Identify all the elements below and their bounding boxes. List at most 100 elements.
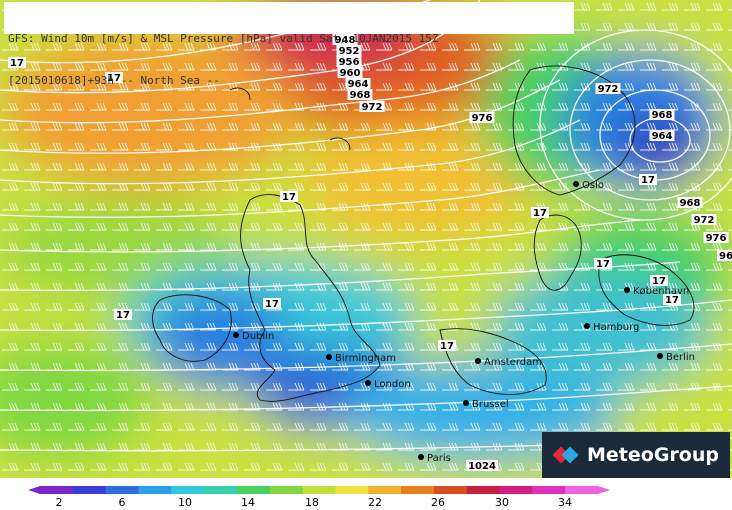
svg-text:952: 952 — [339, 46, 360, 57]
isobar-label: 96 — [717, 250, 732, 262]
legend-color-swatch — [204, 486, 238, 494]
legend-color-swatch — [72, 486, 107, 494]
svg-text:960: 960 — [340, 68, 361, 79]
isobar-label: 956 — [336, 56, 362, 68]
svg-text:Oslo: Oslo — [582, 180, 604, 191]
city-group: Oslo Dublin Birmingham London Amsterdam Bruss… — [233, 180, 695, 464]
legend-color-swatch — [499, 486, 533, 494]
city-marker: Paris — [418, 453, 451, 464]
legend-color-swatch — [368, 486, 402, 494]
isobar-label: 17 — [105, 72, 123, 84]
city-marker: Amsterdam — [475, 357, 542, 368]
isobar-label: 960 — [337, 67, 363, 79]
svg-text:96: 96 — [719, 251, 732, 262]
svg-text:London: London — [374, 379, 411, 390]
isobar-label: 17 — [639, 174, 657, 186]
isobar-label: 968 — [677, 197, 703, 209]
svg-text:976: 976 — [706, 233, 727, 244]
svg-text:17: 17 — [641, 175, 655, 186]
city-marker: København — [624, 286, 689, 297]
legend-tick-label: 14 — [241, 496, 255, 509]
isobar-label: 972 — [359, 101, 385, 113]
svg-text:17: 17 — [533, 208, 547, 219]
legend-color-swatch — [532, 486, 566, 494]
legend-tick-label: 34 — [558, 496, 572, 509]
isobar-label: 17 — [531, 207, 549, 219]
map-title-line1: GFS: Wind 10m [m/s] & MSL Pressure [hPa]… — [8, 32, 439, 45]
svg-text:Birmingham: Birmingham — [335, 353, 396, 364]
isobar-label: 17 — [114, 309, 132, 321]
isobar-label: 972 — [595, 83, 621, 95]
meteogroup-logo: MeteoGroup — [542, 432, 730, 478]
city-marker: Oslo — [573, 180, 604, 191]
city-marker: Birmingham — [326, 353, 396, 364]
legend-color-swatch — [466, 486, 501, 494]
brand-name: MeteoGroup — [587, 444, 719, 466]
legend-arrow-left — [28, 486, 40, 494]
svg-text:956: 956 — [339, 57, 360, 68]
svg-text:17: 17 — [665, 295, 679, 306]
legend-color-swatch — [138, 486, 172, 494]
svg-text:Berlin: Berlin — [666, 352, 695, 363]
svg-text:17: 17 — [116, 310, 130, 321]
isobar-label: 972 — [691, 214, 717, 226]
svg-text:17: 17 — [265, 299, 279, 310]
legend-color-swatch — [236, 486, 271, 494]
isobar-label: 17 — [594, 258, 612, 270]
svg-text:972: 972 — [362, 102, 383, 113]
city-marker: Berlin — [657, 352, 695, 363]
svg-text:968: 968 — [350, 90, 371, 101]
svg-text:Amsterdam: Amsterdam — [484, 357, 542, 368]
isobar-label: 964 — [345, 78, 371, 90]
svg-text:Paris: Paris — [427, 453, 451, 464]
isobar-label: 976 — [703, 232, 729, 244]
isobar-label: 948 — [332, 34, 358, 46]
isobar-label: 17 — [650, 275, 668, 287]
map-title-box: GFS: Wind 10m [m/s] & MSL Pressure [hPa]… — [4, 2, 574, 87]
legend-color-swatch — [433, 486, 468, 494]
legend-tick-label: 10 — [178, 496, 192, 509]
svg-text:17: 17 — [596, 259, 610, 270]
svg-text:972: 972 — [598, 84, 619, 95]
svg-text:17: 17 — [440, 341, 454, 352]
svg-text:1024: 1024 — [468, 461, 496, 472]
legend-arrow-right — [598, 486, 610, 494]
svg-text:17: 17 — [107, 73, 121, 84]
legend-tick-labels: 2 6 10 14 18 22 26 30 34 — [0, 496, 732, 510]
isobar-label: 17 — [8, 57, 26, 69]
svg-text:17: 17 — [652, 276, 666, 287]
legend-tick-label: 22 — [368, 496, 382, 509]
wind-speed-legend — [0, 480, 732, 510]
legend-color-swatch — [40, 486, 74, 494]
svg-text:Dublin: Dublin — [242, 331, 274, 342]
svg-text:Brussel: Brussel — [472, 399, 509, 410]
legend-tick-label: 30 — [495, 496, 509, 509]
svg-text:968: 968 — [680, 198, 701, 209]
city-marker: Hamburg — [584, 322, 639, 333]
legend-tick-label: 6 — [118, 496, 126, 509]
legend-color-swatch — [401, 486, 435, 494]
svg-text:964: 964 — [348, 79, 369, 90]
isobar-label: 17 — [280, 191, 298, 203]
coastlines — [152, 65, 695, 402]
svg-text:968: 968 — [652, 110, 673, 121]
isobar-label: 17 — [438, 340, 456, 352]
isobar-label-group: 9489529569609649689729769729689649689729… — [8, 34, 732, 472]
legend-tick-label: 26 — [431, 496, 445, 509]
city-marker: Dublin — [233, 331, 274, 342]
isobar-label: 17 — [663, 294, 681, 306]
legend-color-swatch — [302, 486, 336, 494]
isobar-label: 1024 — [466, 460, 498, 472]
svg-text:976: 976 — [472, 113, 493, 124]
legend-color-swatch — [105, 486, 139, 494]
legend-tick-label: 2 — [55, 496, 63, 509]
legend-color-swatch — [565, 486, 599, 494]
isobar-label: 17 — [263, 298, 281, 310]
legend-tick-label: 18 — [305, 496, 319, 509]
legend-color-swatch — [269, 486, 304, 494]
meteogroup-logo-icon — [552, 442, 579, 468]
legend-color-swatch — [171, 486, 205, 494]
map-title-line2: [2015010618]+93h -- North Sea -- — [8, 74, 220, 87]
isobar-label: 952 — [336, 45, 362, 57]
isobar-label: 968 — [347, 89, 373, 101]
